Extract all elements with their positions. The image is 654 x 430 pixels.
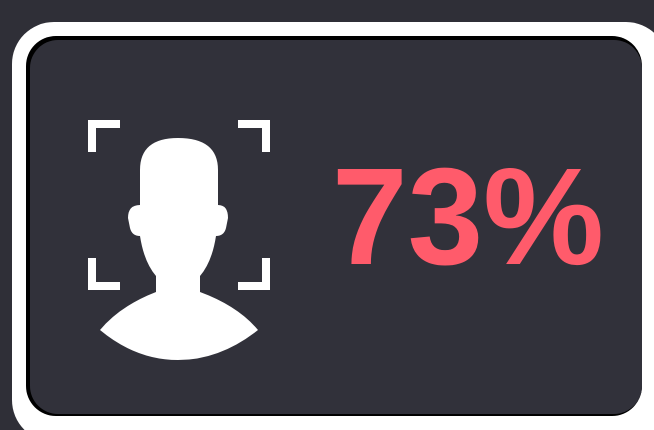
bracket [88,258,96,290]
bracket [238,120,270,128]
match-percentage: 73% [332,140,604,294]
bracket [88,120,96,152]
bracket [262,258,270,290]
bracket [238,282,270,290]
focus-brackets [88,120,270,290]
bracket [88,282,120,290]
face-icon [88,120,270,360]
bracket [262,120,270,152]
bracket [88,120,120,128]
head-silhouette [100,138,258,360]
